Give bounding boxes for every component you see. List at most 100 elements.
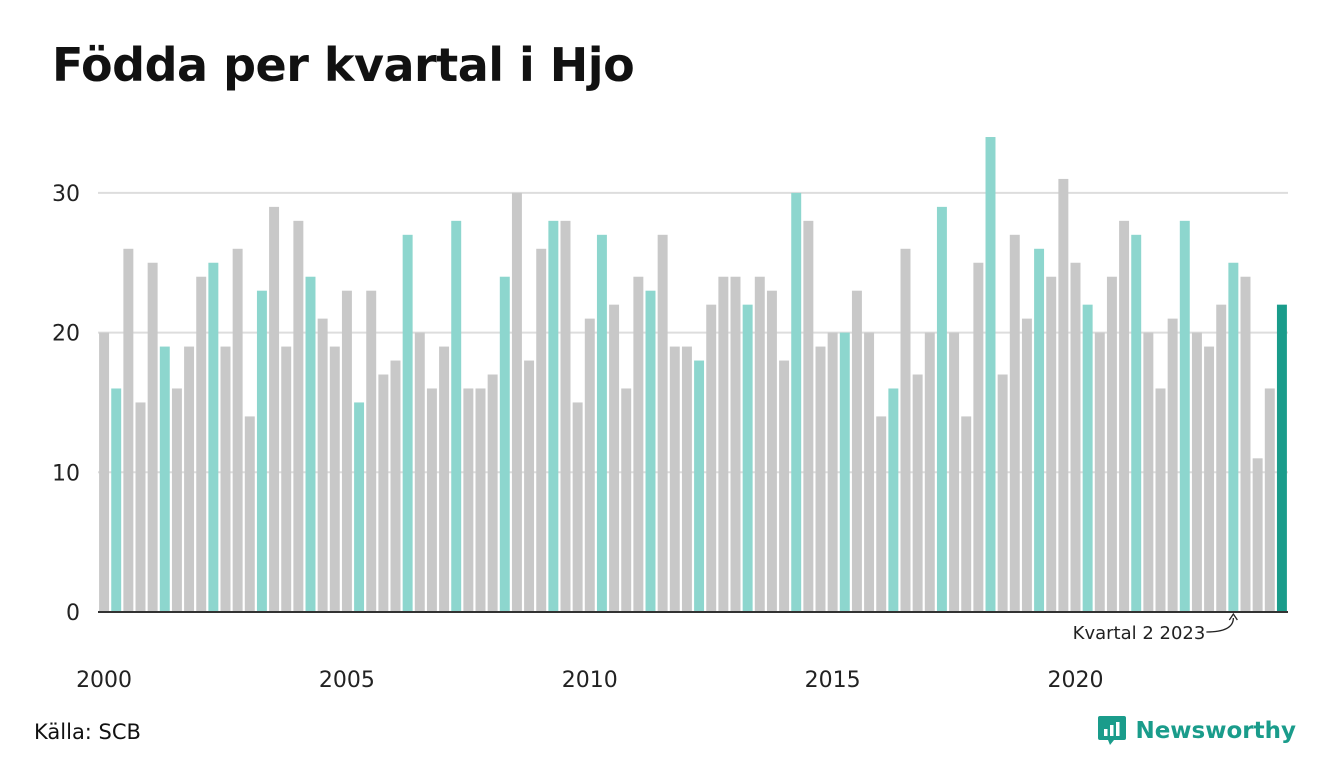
bar — [524, 360, 535, 612]
bar — [1143, 332, 1154, 612]
source-label: Källa: SCB — [34, 720, 141, 744]
bar — [876, 416, 887, 612]
bar — [779, 360, 790, 612]
bar — [256, 290, 267, 612]
bar — [305, 276, 316, 612]
bar — [99, 332, 110, 612]
bar — [329, 346, 340, 612]
bar — [985, 137, 996, 612]
bar — [390, 360, 401, 612]
bar — [366, 290, 377, 612]
bar — [706, 304, 717, 612]
bar — [475, 388, 486, 612]
bar — [1094, 332, 1105, 612]
bar — [1058, 178, 1069, 612]
bar — [596, 234, 607, 612]
bar — [499, 276, 510, 612]
bar — [584, 318, 595, 612]
bar — [487, 374, 498, 612]
bar — [1228, 262, 1239, 612]
bar — [341, 290, 352, 612]
bar — [439, 346, 450, 612]
bar — [1240, 276, 1251, 612]
bar — [426, 388, 437, 612]
bar — [766, 290, 777, 612]
bar — [536, 248, 547, 612]
chart-title: Födda per kvartal i Hjo — [52, 38, 635, 92]
x-tick-label: 2015 — [805, 668, 861, 693]
bar — [997, 374, 1008, 612]
bar — [754, 276, 765, 612]
bar — [1155, 388, 1166, 612]
bar — [159, 346, 170, 612]
bar — [669, 346, 680, 612]
bar — [694, 360, 705, 612]
bar — [451, 220, 462, 612]
y-tick-label: 10 — [52, 461, 80, 486]
bar — [402, 234, 413, 612]
y-tick-label: 30 — [52, 182, 80, 207]
bar — [196, 276, 207, 612]
bar — [1131, 234, 1142, 612]
bar — [1179, 220, 1190, 612]
x-tick-label: 2000 — [76, 668, 132, 693]
bar — [111, 388, 122, 612]
bar — [851, 290, 862, 612]
bar — [414, 332, 425, 612]
bar — [135, 402, 146, 612]
bar — [1021, 318, 1032, 612]
bar — [354, 402, 365, 612]
bar — [1191, 332, 1202, 612]
bar — [560, 220, 571, 612]
newsworthy-logo-icon — [1098, 716, 1127, 745]
bar — [888, 388, 899, 612]
bar — [1276, 304, 1287, 612]
bar — [1106, 276, 1117, 612]
bar — [548, 220, 559, 612]
bar — [1034, 248, 1045, 612]
bar — [244, 416, 255, 612]
bar — [791, 192, 802, 612]
bar — [293, 220, 304, 612]
bar — [317, 318, 328, 612]
bar — [1167, 318, 1178, 612]
bar — [742, 304, 753, 612]
brand-logo: Newsworthy — [1097, 714, 1296, 748]
bar — [803, 220, 814, 612]
bar — [900, 248, 911, 612]
bar — [1252, 458, 1263, 612]
bar — [827, 332, 838, 612]
bar — [147, 262, 158, 612]
bar — [949, 332, 960, 612]
x-tick-label: 2005 — [319, 668, 375, 693]
x-tick-label: 2020 — [1048, 668, 1104, 693]
bar — [645, 290, 656, 612]
bar — [961, 416, 972, 612]
bar — [839, 332, 850, 612]
y-tick-label: 20 — [52, 322, 80, 347]
bar — [621, 388, 632, 612]
bar — [973, 262, 984, 612]
annotation-arrowhead — [1228, 612, 1238, 621]
bar — [378, 374, 389, 612]
bar — [463, 388, 474, 612]
bar — [912, 374, 923, 612]
bar — [657, 234, 668, 612]
bar — [1216, 304, 1227, 612]
bar — [1009, 234, 1020, 612]
bar — [208, 262, 219, 612]
bar — [1070, 262, 1081, 612]
bar — [1119, 220, 1130, 612]
bar — [123, 248, 134, 612]
x-tick-label: 2010 — [562, 668, 618, 693]
bar — [269, 206, 280, 612]
bar — [718, 276, 729, 612]
bar — [232, 248, 243, 612]
bar — [633, 276, 644, 612]
bar — [936, 206, 947, 612]
bar — [1204, 346, 1215, 612]
bar — [1082, 304, 1093, 612]
bar — [281, 346, 292, 612]
bar — [511, 192, 522, 612]
